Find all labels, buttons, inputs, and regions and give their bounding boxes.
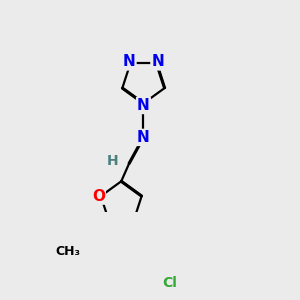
Text: N: N xyxy=(123,54,136,69)
Text: N: N xyxy=(137,98,150,113)
Text: Cl: Cl xyxy=(163,276,177,290)
Text: O: O xyxy=(92,189,105,204)
Text: N: N xyxy=(152,54,164,69)
Text: CH₃: CH₃ xyxy=(55,245,80,258)
Text: H: H xyxy=(106,154,118,168)
Text: N: N xyxy=(137,130,150,145)
